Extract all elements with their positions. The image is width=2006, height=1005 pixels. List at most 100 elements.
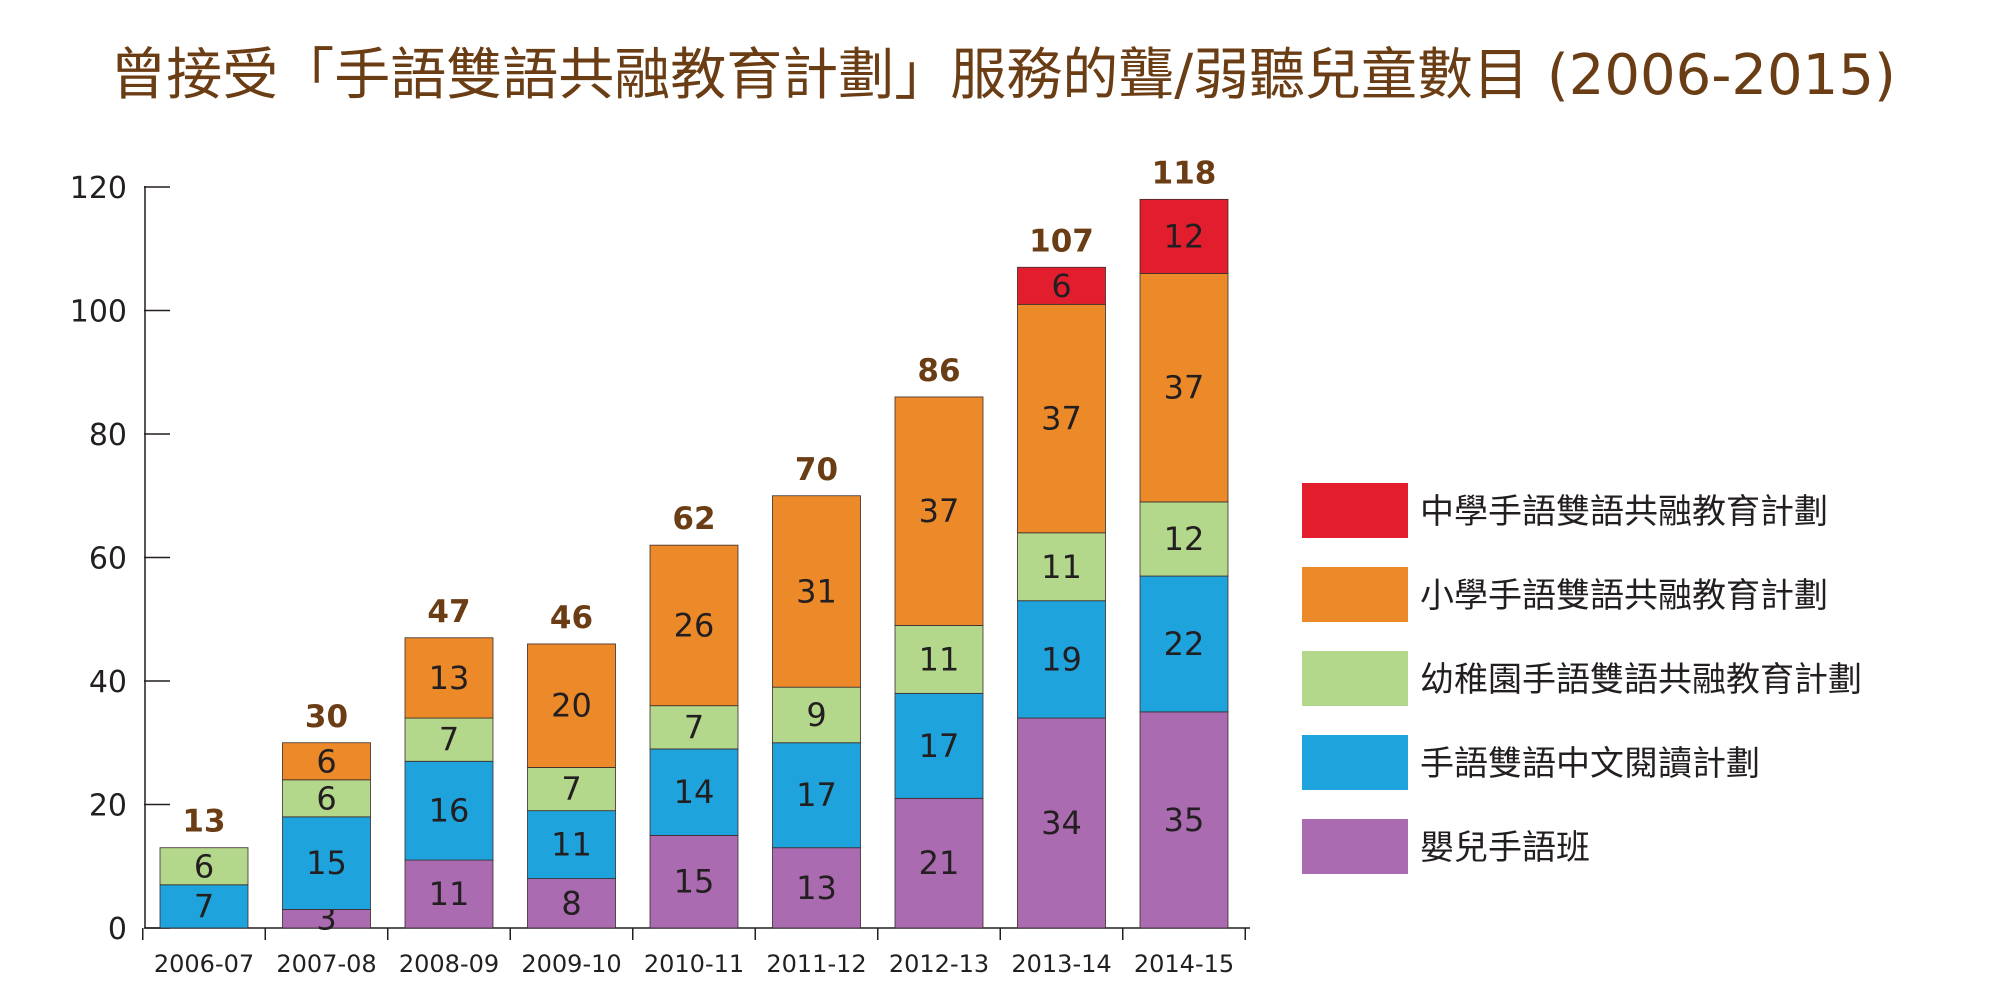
segment-value-label: 6 — [316, 742, 336, 780]
bar-segment — [894, 396, 984, 626]
segment-value-label: 35 — [1164, 801, 1205, 839]
segment-value-label: 7 — [561, 770, 581, 808]
segment-value-label: 14 — [674, 773, 715, 811]
bar-segment — [282, 742, 371, 781]
bar-segment — [894, 797, 984, 929]
segment-value-label: 37 — [1164, 369, 1205, 407]
x-category-label: 2009-10 — [521, 950, 621, 978]
bar-segment — [1139, 273, 1229, 503]
segment-value-label: 13 — [796, 869, 837, 907]
segment-value-label: 11 — [1041, 548, 1082, 586]
bar-segment — [527, 810, 616, 879]
bar-total-label: 70 — [795, 452, 838, 488]
chart-title: 曾接受「手語雙語共融教育計劃」服務的聾/弱聽兒童數目 (2006-2015) — [110, 43, 1896, 108]
bar-segment — [1139, 711, 1229, 929]
bar-segment — [1017, 303, 1106, 534]
segment-value-label: 15 — [674, 863, 715, 901]
y-tick-label: 120 — [70, 171, 127, 206]
bar-segment — [772, 742, 861, 849]
bar-total-label: 46 — [550, 600, 593, 636]
segment-value-label: 7 — [194, 887, 214, 925]
x-category-label: 2010-11 — [644, 950, 744, 978]
x-category-label: 2011-12 — [766, 950, 866, 978]
segment-value-label: 21 — [919, 844, 960, 882]
bar-segment — [159, 847, 249, 886]
y-tick-label: 80 — [89, 418, 127, 453]
bar-total-label: 62 — [672, 501, 715, 537]
segment-value-label: 15 — [306, 844, 347, 882]
bar-segment — [649, 544, 739, 707]
bar-segment — [282, 779, 371, 818]
bar-segment — [527, 878, 616, 929]
segment-value-label: 12 — [1164, 520, 1205, 558]
x-category-label: 2013-14 — [1011, 950, 1111, 978]
x-category-label: 2007-08 — [276, 950, 376, 978]
bar-total-label: 47 — [427, 594, 470, 630]
bar-segment — [649, 748, 739, 836]
legend-swatch — [1302, 483, 1408, 538]
legend-label: 手語雙語中文閱讀計劃 — [1420, 744, 1760, 784]
x-category-label: 2008-09 — [399, 950, 499, 978]
segment-value-label: 16 — [429, 792, 470, 830]
bar-segment — [1139, 198, 1229, 274]
segment-value-label: 17 — [919, 727, 960, 765]
bar-segment — [1017, 266, 1106, 305]
segment-value-label: 7 — [684, 708, 704, 746]
legend-label: 小學手語雙語共融教育計劃 — [1420, 576, 1828, 616]
bar-total-label: 107 — [1029, 223, 1094, 259]
legend-swatch — [1302, 819, 1408, 874]
x-category-label: 2012-13 — [889, 950, 989, 978]
bar-segment — [649, 834, 739, 929]
bar-segment — [1139, 575, 1229, 713]
bar-segment — [159, 884, 249, 929]
bar-segment — [282, 816, 371, 910]
segment-value-label: 34 — [1041, 804, 1082, 842]
segment-value-label: 9 — [806, 696, 826, 734]
segment-value-label: 6 — [316, 779, 336, 817]
segment-value-label: 17 — [796, 776, 837, 814]
bar-segment — [1139, 501, 1229, 577]
segment-value-label: 8 — [561, 884, 581, 922]
bar-segment — [1017, 532, 1106, 602]
bar-segment — [404, 859, 494, 929]
segment-value-label: 11 — [429, 875, 470, 913]
bar-segment — [404, 637, 494, 719]
segment-value-label: 6 — [1051, 267, 1071, 305]
bar-total-label: 13 — [182, 804, 225, 840]
segment-value-label: 37 — [919, 492, 960, 530]
bar-segment — [1017, 600, 1106, 719]
x-category-label: 2014-15 — [1134, 950, 1234, 978]
legend-swatch — [1302, 567, 1408, 622]
bars: 76132006-0731566302007-081116713472008-0… — [154, 155, 1234, 978]
segment-value-label: 20 — [551, 687, 592, 725]
bar-segment — [404, 717, 494, 762]
segment-value-label: 13 — [429, 659, 470, 697]
segment-value-label: 12 — [1164, 217, 1205, 255]
bar-segment — [404, 760, 494, 861]
segment-value-label: 26 — [674, 606, 715, 644]
y-tick-label: 60 — [89, 542, 127, 577]
y-tick-label: 20 — [89, 789, 127, 824]
legend-label: 嬰兒手語班 — [1420, 828, 1590, 868]
bar-segment — [527, 643, 616, 768]
segment-value-label: 6 — [194, 847, 214, 885]
legend-swatch — [1302, 735, 1408, 790]
legend-swatch — [1302, 651, 1408, 706]
legend-label: 幼稚園手語雙語共融教育計劃 — [1420, 660, 1862, 700]
bar-segment — [772, 847, 861, 929]
segment-value-label: 31 — [796, 572, 837, 610]
bar-segment — [649, 705, 739, 750]
bar-total-label: 30 — [305, 699, 348, 735]
bar-segment — [772, 495, 861, 688]
segment-value-label: 22 — [1164, 625, 1205, 663]
segment-value-label: 37 — [1041, 400, 1082, 438]
segment-value-label: 19 — [1041, 640, 1082, 678]
segment-value-label: 7 — [439, 721, 459, 759]
legend-label: 中學手語雙語共融教育計劃 — [1420, 492, 1828, 532]
bar-total-label: 118 — [1152, 155, 1217, 191]
y-tick-label: 40 — [89, 665, 127, 700]
legend: 中學手語雙語共融教育計劃小學手語雙語共融教育計劃幼稚園手語雙語共融教育計劃手語雙… — [1302, 483, 1862, 874]
segment-value-label: 11 — [919, 640, 960, 678]
bar-segment — [527, 767, 616, 812]
